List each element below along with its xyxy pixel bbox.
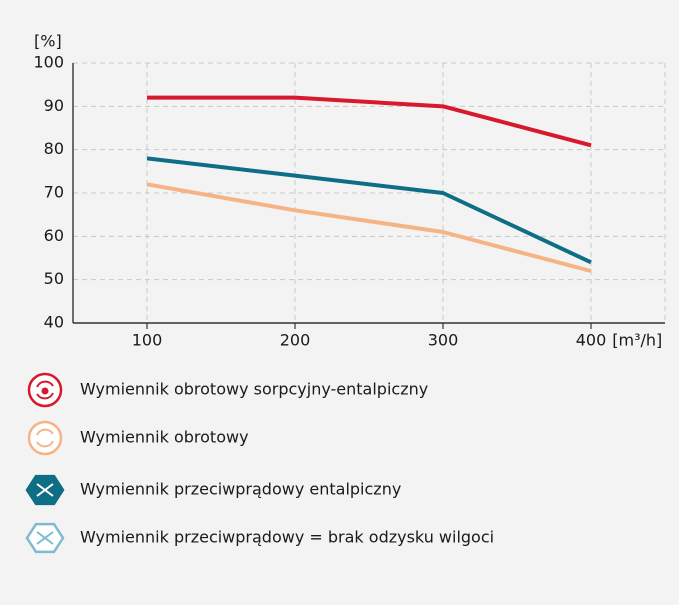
- icon-arrows: [36, 483, 54, 497]
- x-axis-label: [m³/h]: [612, 331, 662, 350]
- icon-arrows: [36, 380, 54, 400]
- y-tick-label: 60: [44, 226, 64, 245]
- legend-label: Wymiennik obrotowy: [80, 428, 249, 447]
- x-tick-label: 100: [132, 331, 163, 350]
- x-tick-label: 200: [280, 331, 311, 350]
- legend-icon: [27, 372, 63, 408]
- series-line: [147, 95, 592, 148]
- x-tick-label: 400: [576, 331, 607, 350]
- y-tick-label: 100: [33, 53, 64, 72]
- y-tick-label: 70: [44, 183, 64, 202]
- x-tick-label: 300: [428, 331, 459, 350]
- y-axis-label: [%]: [34, 32, 62, 51]
- series-line: [146, 182, 592, 273]
- icon-arrows: [36, 531, 54, 545]
- legend-label: Wymiennik przeciwprądowy entalpiczny: [80, 480, 401, 499]
- y-tick-label: 90: [44, 96, 64, 115]
- y-tick-label: 40: [44, 313, 64, 332]
- y-tick-label: 80: [44, 139, 64, 158]
- legend-icon: [25, 474, 65, 506]
- icon-drop: [41, 387, 49, 395]
- series-line: [146, 156, 592, 265]
- legend-label: Wymiennik obrotowy sorpcyjny-entalpiczny: [80, 380, 428, 399]
- icon-shape: [27, 420, 63, 456]
- legend-label: Wymiennik przeciwprądowy = brak odzysku …: [80, 528, 494, 547]
- legend-icon: [27, 420, 63, 456]
- legend-icon: [25, 522, 65, 554]
- y-tick-label: 50: [44, 269, 64, 288]
- icon-arrows: [36, 428, 54, 448]
